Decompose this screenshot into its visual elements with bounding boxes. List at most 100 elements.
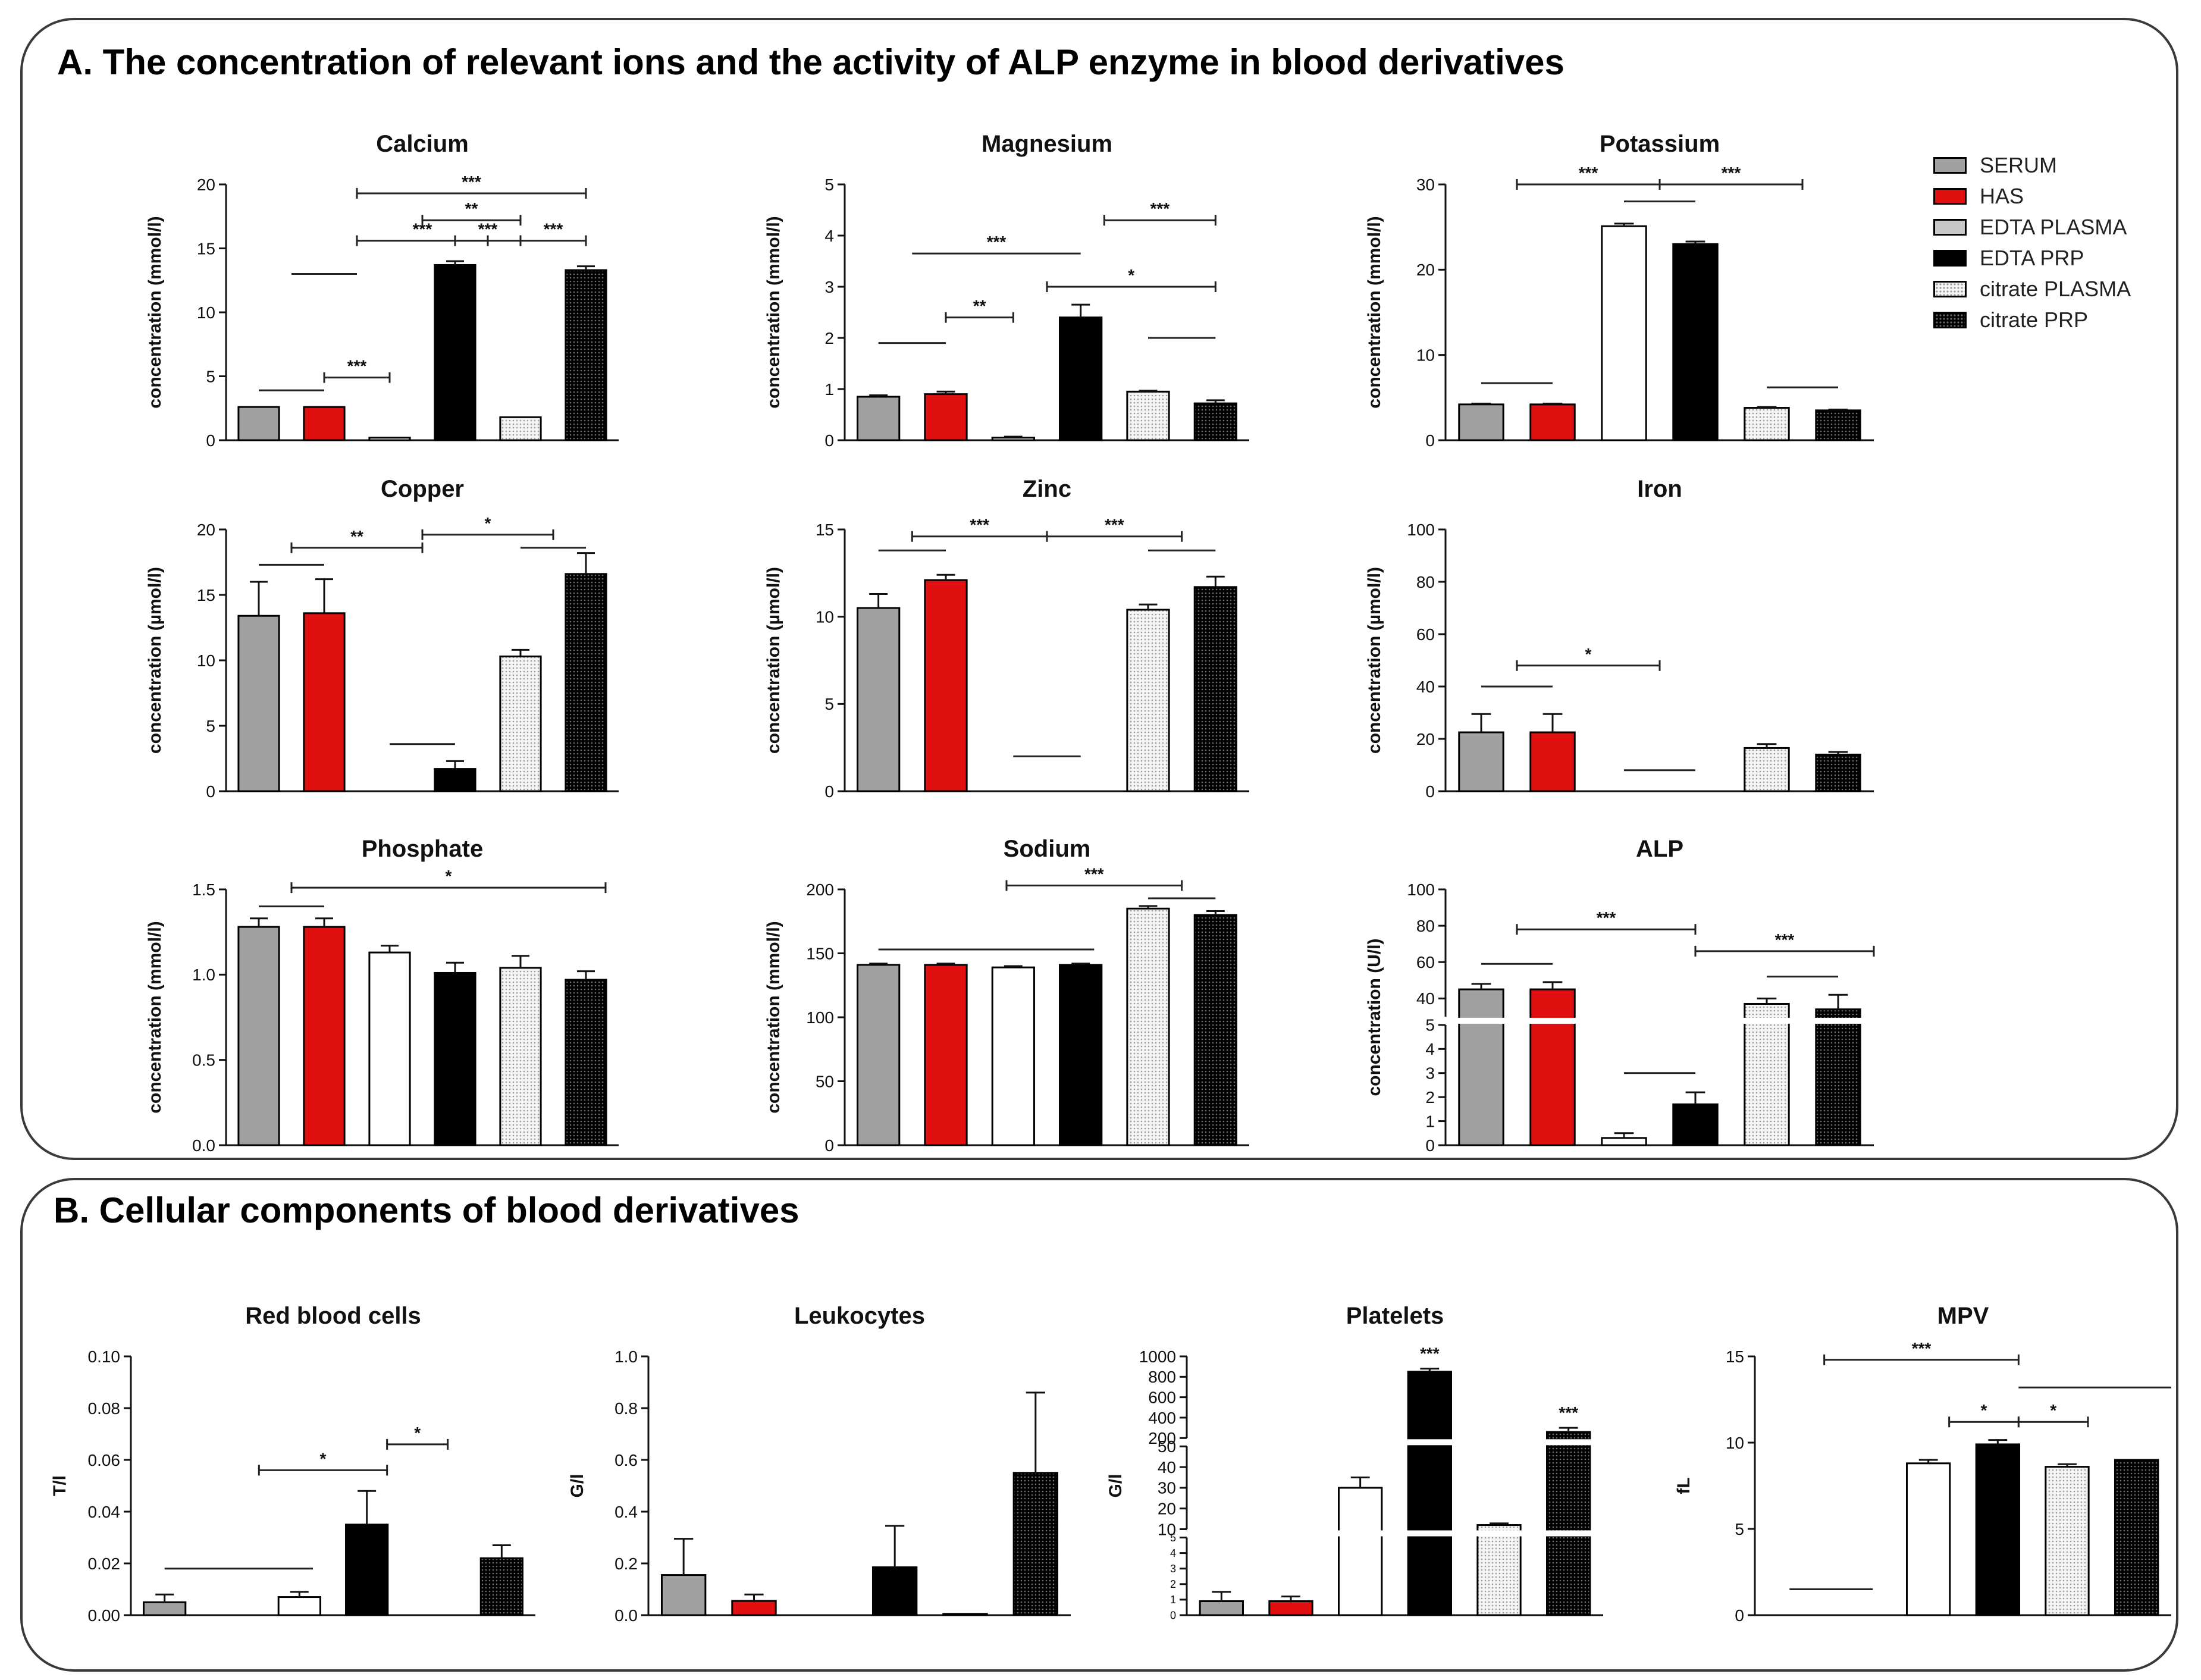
bar-citrate-plasma (1126, 390, 1170, 441)
legend: SERUM HAS EDTA PLASMA EDTA PRP citrate P… (1933, 153, 2183, 332)
y-axis-label: concentration (mmol/l) (145, 216, 165, 408)
axes (1444, 184, 1874, 441)
y-tick-label: 200 (806, 880, 834, 899)
chart-title: MPV (1937, 1303, 1989, 1329)
y-axis-label: concentration (mmol/l) (764, 216, 783, 408)
y-tick-label: 20 (1158, 1500, 1176, 1518)
legend-item-has: HAS (1933, 184, 2024, 208)
y-tick-label: 0.04 (88, 1503, 121, 1521)
bar-citrate-plasma (499, 416, 542, 441)
panel-a (20, 18, 2178, 1160)
y-tick-label: 0 (1425, 1136, 1435, 1155)
y-tick-label: 1 (1425, 1112, 1435, 1130)
bar-citrate-plasma (942, 1613, 988, 1616)
chart-title: Sodium (1004, 836, 1091, 862)
significance-label: *** (1722, 164, 1741, 182)
chart-iron: Iron concentration (µmol/l) 0 20 40 60 80 100 * (1365, 476, 1874, 801)
chart-title: Zinc (1023, 476, 1071, 502)
bar-has (1268, 1600, 1313, 1616)
y-tick-label: 0 (206, 431, 215, 450)
y-tick-label: 10 (197, 303, 215, 322)
significance-label: * (1981, 1401, 1987, 1419)
significance-bracket: * (2017, 1401, 2089, 1428)
y-tick-label: 10 (1158, 1520, 1176, 1538)
bar-edta-prp (1059, 964, 1103, 1146)
y-tick-label: 5 (824, 175, 834, 194)
bar-edta-prp (434, 264, 476, 441)
bar-citrate-prp (1193, 402, 1237, 441)
y-tick-label: 3 (1170, 1563, 1176, 1575)
y-tick-label: 15 (197, 239, 215, 258)
y-tick-label: 30 (1158, 1479, 1176, 1497)
significance-bracket: *** (1658, 164, 1804, 190)
legend-label: EDTA PLASMA (1980, 215, 2127, 239)
significance-bracket: *** (1103, 199, 1216, 226)
bar-edta-prp (1672, 1103, 1719, 1146)
y-tick-label: 0.8 (614, 1399, 638, 1418)
chart-alp: ALP concentration (U/l) 0 1 2 3 4 5 40 60 80 100 ***… (1365, 836, 1876, 1155)
bar-citrate-plasma (1744, 407, 1790, 441)
bar-serum (1199, 1600, 1244, 1616)
y-tick-label: 5 (1425, 1016, 1435, 1035)
significance-label: *** (1912, 1339, 1932, 1358)
bar-citrate-prp (565, 573, 607, 792)
bar-citrate-plasma (2045, 1466, 2090, 1616)
bar-edta-prp (345, 1524, 389, 1616)
axes (647, 1356, 1071, 1616)
bar-edta-prp (1059, 316, 1103, 441)
chart-title: Leukocytes (794, 1303, 925, 1329)
y-tick-label: 0.6 (614, 1451, 638, 1469)
significance-label: *** (1084, 865, 1104, 883)
bar-serum (237, 615, 280, 792)
axes (130, 1356, 535, 1616)
significance-bracket: * (1948, 1401, 2020, 1428)
bar-citrate-prp (1546, 1431, 1591, 1616)
significance-label: *** (347, 357, 367, 375)
significance-label: *** (478, 220, 498, 239)
chart-title: Phosphate (362, 836, 483, 862)
y-tick-label: 4 (824, 227, 834, 245)
y-tick-label: 20 (197, 521, 215, 539)
bar-edta-plasma (1338, 1487, 1383, 1616)
significance-label: *** (1597, 908, 1616, 927)
significance-label: *** (1420, 1344, 1440, 1363)
y-tick-label: 0.0 (614, 1606, 638, 1625)
bar-citrate-prp (1815, 753, 1861, 792)
bar-serum (237, 926, 280, 1146)
bar-citrate-prp (2114, 1459, 2159, 1616)
significance-label: * (414, 1424, 421, 1442)
y-tick-label: 0.08 (88, 1399, 121, 1418)
legend-item-edta-prp: EDTA PRP (1933, 246, 2084, 270)
significance-bracket: * (1046, 266, 1216, 292)
bar-edta-prp (434, 971, 476, 1146)
axes (1444, 889, 1874, 1146)
bar-has (1529, 403, 1576, 441)
bar-has (924, 579, 968, 792)
y-tick-label: 50 (1158, 1437, 1176, 1456)
y-tick-label: 0 (1425, 782, 1435, 801)
bar-citrate-prp (1012, 1472, 1059, 1616)
y-tick-label: 100 (1407, 880, 1435, 899)
y-axis-label: concentration (µmol/l) (764, 567, 783, 754)
axis-break (1436, 1017, 1876, 1024)
bar-has (303, 612, 346, 792)
axes (844, 529, 1249, 792)
significance-bracket: *** (323, 357, 391, 383)
chart-title: ALP (1636, 836, 1683, 862)
bar-citrate-prp (1193, 914, 1237, 1146)
y-tick-label: 4 (1425, 1040, 1435, 1058)
y-tick-label: 0.5 (192, 1051, 215, 1069)
bar-serum (660, 1574, 707, 1616)
bar-citrate-plasma (1476, 1524, 1522, 1616)
y-tick-label: 5 (824, 695, 834, 713)
significance-bracket: *** (911, 516, 1048, 542)
chart-title: Potassium (1600, 131, 1720, 157)
y-axis-label: T/l (50, 1475, 70, 1496)
y-tick-label: 40 (1416, 678, 1435, 696)
bar-edta-prp (1672, 243, 1719, 441)
axes (225, 529, 619, 792)
chart-potassium: Potassium concentration (mmol/l) 0 10 20 30 **… (1365, 131, 1874, 450)
significance-label: * (485, 514, 491, 532)
